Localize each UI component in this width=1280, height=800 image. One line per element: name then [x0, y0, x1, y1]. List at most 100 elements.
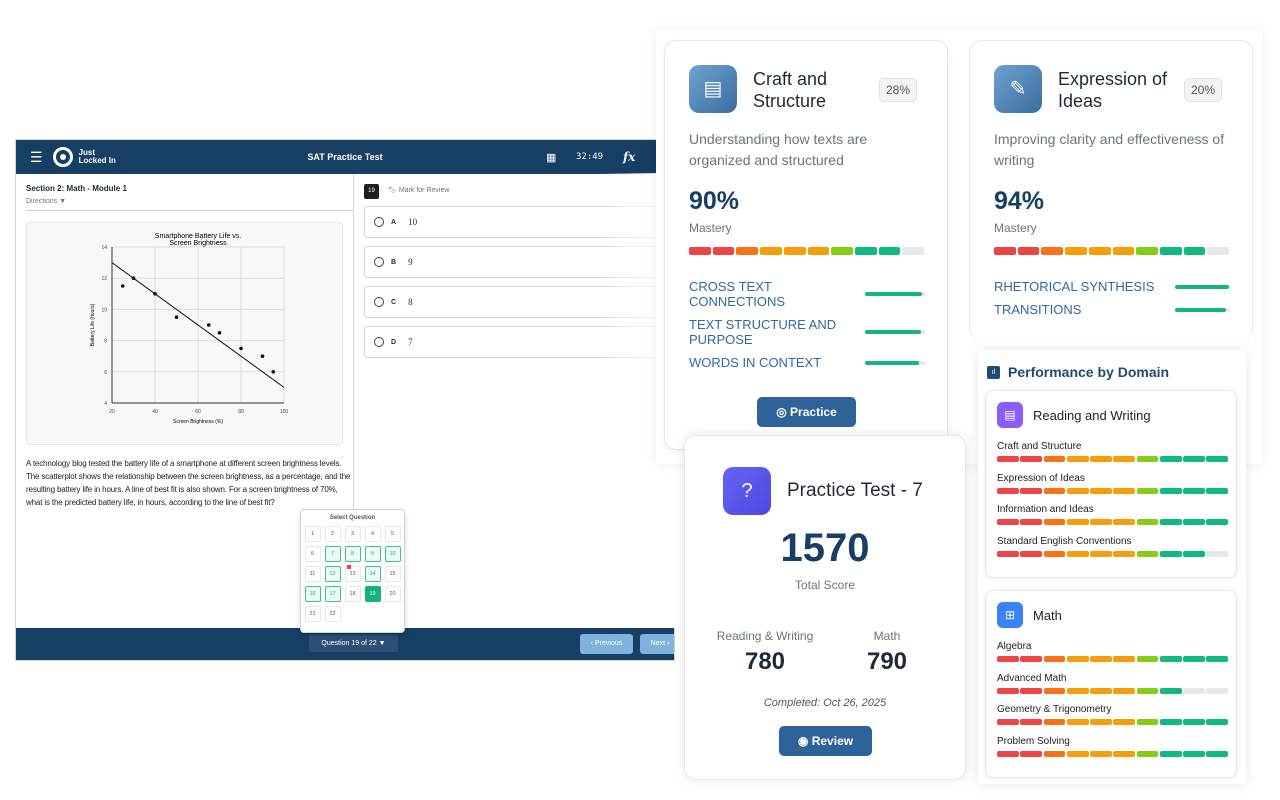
question-cell[interactable]: 16 — [304, 586, 321, 602]
mastery-segment — [1043, 519, 1066, 525]
mastery-segment — [1113, 719, 1135, 725]
total-score-label: Total Score — [794, 578, 856, 592]
skill-progress-fill — [865, 360, 919, 365]
logo-target-icon — [52, 147, 73, 167]
question-cell-number: 4 — [370, 531, 375, 537]
mastery-segment — [1043, 719, 1066, 725]
fx-icon[interactable]: fx — [623, 150, 636, 164]
exam-footer: Question 19 of 22 ▼ ‹ Previous Next › — [16, 628, 674, 660]
question-cell[interactable]: 2 — [324, 526, 341, 542]
question-cell[interactable]: 9 — [364, 546, 381, 562]
mastery-segment — [1113, 687, 1135, 694]
subdomain-name: Algebra — [997, 641, 1032, 652]
mastery-segment — [1017, 247, 1040, 255]
question-cell[interactable]: 13 — [344, 565, 361, 582]
option-letter: A — [391, 218, 397, 226]
mastery-segment — [1183, 687, 1205, 694]
skill-link[interactable]: CROSS TEXT CONNECTIONS — [689, 279, 786, 309]
question-cell[interactable]: 20 — [384, 586, 401, 602]
question-cell[interactable]: 6 — [304, 546, 321, 562]
practice-button[interactable]: ◎ Practice — [757, 397, 856, 427]
next-button[interactable]: Next › — [640, 634, 674, 654]
mastery-segment — [854, 247, 877, 255]
question-cell[interactable]: 12 — [324, 566, 341, 582]
question-number-badge: 19 — [364, 184, 379, 199]
mastery-segments — [997, 456, 1228, 462]
skill-link[interactable]: TRANSITIONS — [994, 302, 1082, 317]
mastery-segment — [1066, 687, 1089, 694]
answer-option[interactable]: A 10 — [364, 206, 674, 238]
weight-badge: 28% — [879, 78, 918, 102]
y-tick-label: 8 — [104, 339, 107, 345]
question-cell[interactable]: 17 — [324, 586, 341, 602]
question-cell[interactable]: 19 — [364, 586, 381, 602]
mastery-segment — [689, 247, 711, 255]
question-cell[interactable]: 22 — [324, 606, 341, 622]
question-cell[interactable]: 15 — [384, 566, 401, 582]
mastery-segment — [712, 247, 735, 255]
subdomain-name: Standard English Conventions — [997, 535, 1132, 547]
radio-icon[interactable] — [374, 297, 384, 307]
target-icon: ◎ — [776, 405, 791, 419]
question-cell[interactable]: 14 — [364, 566, 381, 582]
mastery-segment — [1136, 519, 1159, 525]
skill-link[interactable]: TEXT STRUCTURE AND PURPOSE — [689, 317, 837, 347]
calculator-icon[interactable]: ▦ — [546, 151, 557, 164]
mastery-segment — [1159, 750, 1182, 757]
skill-link[interactable]: RHETORICAL SYNTHESIS — [994, 279, 1155, 294]
skill-list: RHETORICAL SYNTHESIS TRANSITIONS — [994, 279, 1230, 317]
eye-icon: ◉ — [797, 734, 812, 748]
mastery-segment — [1159, 550, 1182, 557]
question-stack-icon: ? — [723, 467, 771, 515]
radio-icon[interactable] — [374, 257, 384, 267]
question-cell[interactable]: 4 — [364, 526, 381, 542]
skill-description: Improving clarity and effectiveness of w… — [994, 131, 1225, 168]
domain-name: Reading and Writing — [1033, 408, 1151, 423]
mastery-segment — [1206, 487, 1228, 494]
data-point — [271, 370, 276, 374]
data-point — [217, 331, 222, 335]
mastery-segment — [997, 487, 1019, 494]
mastery-segment — [1043, 687, 1066, 694]
question-cell-number: 16 — [309, 591, 316, 597]
question-cell[interactable]: 5 — [384, 526, 401, 542]
question-cell[interactable]: 21 — [304, 606, 321, 622]
question-cell[interactable]: 11 — [304, 566, 321, 582]
mastery-segment — [1136, 687, 1159, 694]
mastery-segment — [1043, 750, 1066, 757]
question-cell-number: 22 — [329, 611, 336, 617]
question-cell[interactable]: 18 — [344, 586, 361, 602]
y-tick-label: 12 — [101, 276, 107, 282]
question-cell[interactable]: 8 — [344, 546, 361, 562]
review-button[interactable]: ◉ Review — [779, 726, 872, 756]
mastery-segment — [1066, 656, 1089, 662]
question-cell[interactable]: 3 — [344, 526, 361, 542]
skill-link[interactable]: WORDS IN CONTEXT — [689, 355, 822, 370]
question-cell[interactable]: 7 — [324, 546, 341, 562]
option-letter: C — [391, 298, 397, 306]
radio-icon[interactable] — [374, 217, 384, 227]
mastery-segment — [1020, 719, 1042, 725]
bookmark-icon: 🔖︎ — [388, 187, 399, 194]
hamburger-icon[interactable]: ☰ — [30, 148, 43, 165]
skill-card-title: Expression of Ideas — [1058, 69, 1168, 111]
question-cell-number: 10 — [389, 551, 396, 557]
mastery-segment — [997, 750, 1019, 757]
mastery-segment — [1113, 519, 1135, 525]
skill-description: Understanding how texts are organized an… — [689, 131, 868, 168]
mark-for-review-button[interactable]: 🔖︎ Mark for Review — [388, 186, 449, 194]
question-cell[interactable]: 1 — [304, 526, 321, 542]
question-cell[interactable]: 10 — [384, 546, 401, 562]
previous-button[interactable]: ‹ Previous — [580, 634, 633, 654]
best-fit-line — [111, 262, 285, 388]
question-cell-number: 18 — [349, 591, 356, 597]
question-selector[interactable]: Question 19 of 22 ▼ — [309, 635, 398, 652]
mastery-segment — [1159, 247, 1182, 255]
mastery-segment — [1066, 519, 1089, 525]
radio-icon[interactable] — [374, 337, 384, 347]
subdomain-name: Advanced Math — [997, 672, 1067, 684]
directions-toggle[interactable]: Directions ▼ — [26, 198, 353, 211]
